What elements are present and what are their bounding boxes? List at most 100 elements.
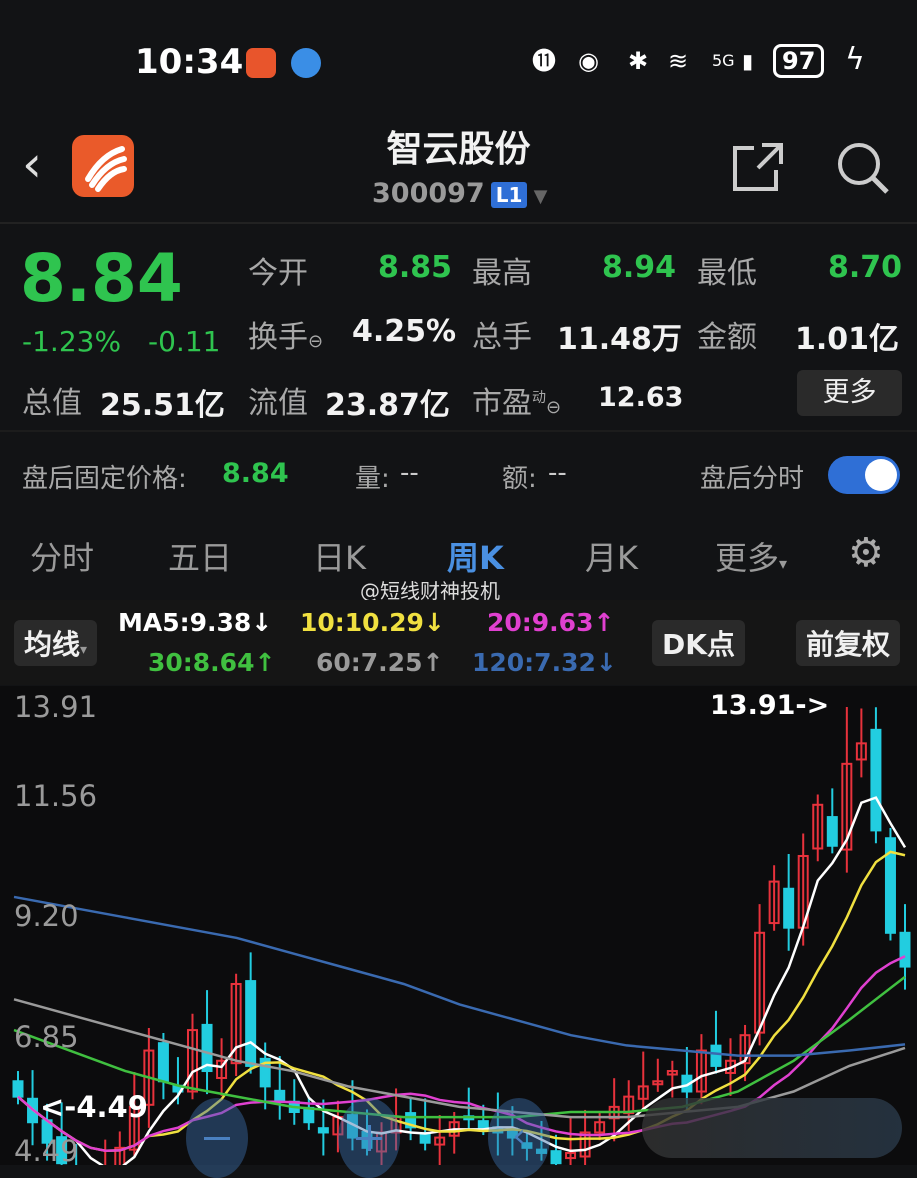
tab-monthly-k[interactable]: 月K xyxy=(585,539,638,577)
stock-code[interactable]: 300097 L1 ▼ xyxy=(372,178,548,209)
candle-body xyxy=(434,1136,446,1146)
tab-more-label: 更多 xyxy=(715,539,780,577)
candle-body xyxy=(754,931,766,1034)
candle-body xyxy=(623,1095,635,1115)
adjust-button[interactable]: 前复权 xyxy=(796,620,901,666)
dk-point-button[interactable]: DK点 xyxy=(652,620,745,666)
blurred-controls xyxy=(642,1098,902,1158)
min-price-label: <-4.49 xyxy=(40,1090,148,1124)
bluetooth-icon: ✱ xyxy=(628,47,649,75)
tab-five-day[interactable]: 五日 xyxy=(168,539,233,577)
pe-label: 市盈动⊖ xyxy=(472,378,561,422)
tab-more[interactable]: 更多▾ xyxy=(715,539,788,577)
float-label: 流值 xyxy=(248,386,308,421)
battery-icon: 97 xyxy=(773,44,825,78)
low-value: 8.70 xyxy=(828,250,903,285)
high-value: 8.94 xyxy=(602,250,677,285)
after-hours-toggle[interactable] xyxy=(828,456,900,494)
zoom-out-button[interactable] xyxy=(186,1098,248,1178)
candle-body xyxy=(884,837,896,934)
share-icon[interactable] xyxy=(732,142,784,196)
current-price: 8.84 xyxy=(20,240,183,317)
candle-body xyxy=(535,1148,547,1154)
alarm-icon: ⓫ xyxy=(532,47,556,75)
ma-selector[interactable]: 均线▾ xyxy=(14,620,98,666)
candle-body xyxy=(259,1057,271,1088)
candle-body xyxy=(201,1023,213,1073)
candle-body xyxy=(695,1049,707,1093)
after-hours-label: 盘后固定价格: xyxy=(22,464,187,494)
ma60-value: 60:7.25↑ xyxy=(316,648,444,677)
candle-body xyxy=(550,1150,562,1165)
candle-body xyxy=(274,1089,286,1103)
charging-icon: ϟ xyxy=(845,42,865,77)
wifi-icon: ≋ xyxy=(668,47,689,75)
low-label: 最低 xyxy=(697,256,757,291)
open-label: 今开 xyxy=(248,256,308,291)
ma10-value: 10:10.29↓ xyxy=(300,608,445,637)
y-tick: 9.20 xyxy=(14,899,79,933)
tab-daily-k[interactable]: 日K xyxy=(313,539,366,577)
after-hours-toggle-label: 盘后分时 xyxy=(700,464,805,494)
candle-body xyxy=(579,1131,591,1158)
ma20-value: 20:9.63↑ xyxy=(487,608,615,637)
candle-body xyxy=(652,1080,664,1086)
ma5-line xyxy=(17,796,907,1170)
notification-app-icon xyxy=(246,48,276,78)
scroll-left-button[interactable]: ‹ xyxy=(488,1098,550,1178)
kline-chart[interactable]: 13.91 11.56 9.20 6.85 4.49 13.91-> <-4.4… xyxy=(0,686,917,1178)
back-icon[interactable]: ‹ xyxy=(22,135,42,193)
after-hours-amt: -- xyxy=(548,458,567,488)
network-type: 5G xyxy=(712,51,735,70)
candle-body xyxy=(870,728,882,832)
pe-label-text: 市盈 xyxy=(472,386,532,421)
volume-label: 总手 xyxy=(472,320,532,355)
tab-weekly-k[interactable]: 周K xyxy=(447,539,504,577)
divider xyxy=(0,430,917,432)
candle-body xyxy=(303,1106,315,1124)
y-tick: 11.56 xyxy=(14,779,98,813)
candle-body xyxy=(128,1105,140,1151)
float-value: 23.87亿 xyxy=(325,388,450,423)
y-tick: 6.85 xyxy=(14,1020,79,1054)
candle-body xyxy=(216,1059,228,1079)
more-button[interactable]: 更多 xyxy=(797,370,902,416)
candle-body xyxy=(666,1070,678,1076)
tab-intraday[interactable]: 分时 xyxy=(30,539,95,577)
after-hours-vol: -- xyxy=(400,458,419,488)
candle-body xyxy=(317,1127,329,1134)
turnover-label[interactable]: 换手⊖ xyxy=(248,312,323,356)
max-price-label: 13.91-> xyxy=(710,690,830,721)
signal-icon: ▮ xyxy=(742,49,754,73)
candle-body xyxy=(899,931,911,968)
zoom-in-button[interactable] xyxy=(338,1098,400,1178)
high-label: 最高 xyxy=(472,256,532,291)
candle-body xyxy=(855,742,867,761)
divider xyxy=(0,222,917,224)
candle-body xyxy=(594,1121,606,1134)
turnover-label-text: 换手 xyxy=(248,320,308,355)
candle-body xyxy=(157,1042,169,1083)
pe-sup: 动 xyxy=(532,390,546,406)
amount-value: 1.01亿 xyxy=(795,322,900,357)
mcap-label: 总值 xyxy=(22,386,82,421)
settings-icon[interactable]: ⚙ xyxy=(848,530,884,576)
candle-body xyxy=(783,887,795,929)
ma120-value: 120:7.32↓ xyxy=(472,648,617,677)
turnover-value: 4.25% xyxy=(352,314,457,349)
search-icon[interactable] xyxy=(835,140,891,200)
candle-body xyxy=(405,1112,417,1129)
info-icon[interactable]: ⊖ xyxy=(308,331,324,352)
candle-body xyxy=(710,1044,722,1067)
stock-name: 智云股份 xyxy=(386,129,531,170)
level-badge: L1 xyxy=(490,182,528,208)
change-pct: -1.23% xyxy=(22,325,122,358)
ma120-line xyxy=(13,895,906,1057)
candle-body xyxy=(841,762,853,851)
amount-label: 金额 xyxy=(697,320,757,355)
change-amount: -0.11 xyxy=(148,325,221,358)
stock-code-text: 300097 xyxy=(372,178,485,209)
after-hours-price: 8.84 xyxy=(222,458,289,489)
info-icon[interactable]: ⊖ xyxy=(546,397,562,418)
candle-body xyxy=(230,982,242,1065)
